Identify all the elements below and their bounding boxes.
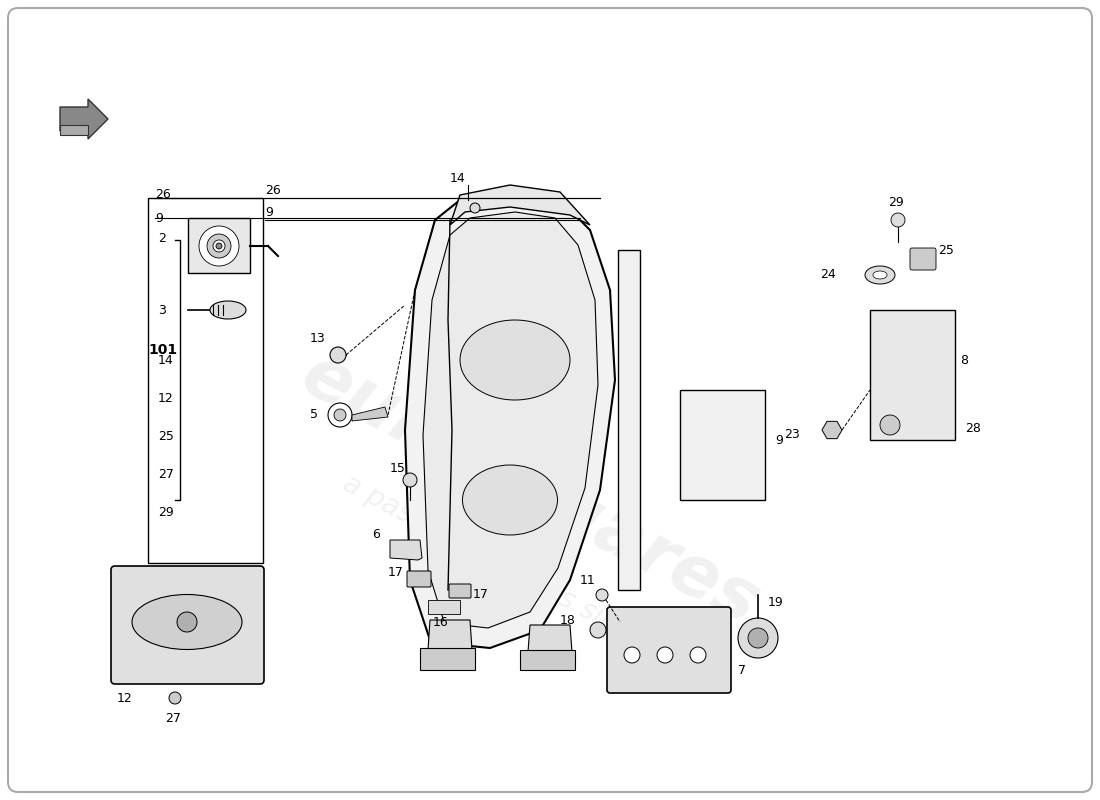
Polygon shape bbox=[390, 540, 422, 560]
Circle shape bbox=[403, 473, 417, 487]
FancyBboxPatch shape bbox=[449, 584, 471, 598]
Polygon shape bbox=[424, 212, 598, 628]
Ellipse shape bbox=[132, 594, 242, 650]
Text: 8: 8 bbox=[960, 354, 968, 366]
Bar bbox=[870, 310, 955, 440]
Text: 14: 14 bbox=[450, 171, 465, 185]
Text: 9: 9 bbox=[776, 434, 783, 446]
Text: a passion for parts since 1985: a passion for parts since 1985 bbox=[338, 469, 722, 691]
Polygon shape bbox=[528, 625, 572, 652]
FancyBboxPatch shape bbox=[910, 248, 936, 270]
FancyBboxPatch shape bbox=[111, 566, 264, 684]
Bar bbox=[520, 650, 575, 670]
Circle shape bbox=[216, 243, 222, 249]
Ellipse shape bbox=[462, 465, 558, 535]
Text: 7: 7 bbox=[738, 663, 746, 677]
Circle shape bbox=[213, 240, 226, 252]
Text: 25: 25 bbox=[158, 430, 174, 442]
Text: 11: 11 bbox=[580, 574, 596, 586]
Ellipse shape bbox=[460, 320, 570, 400]
FancyBboxPatch shape bbox=[407, 571, 431, 587]
Text: 9: 9 bbox=[155, 211, 163, 225]
Text: 14: 14 bbox=[158, 354, 174, 366]
Text: 27: 27 bbox=[165, 711, 180, 725]
Circle shape bbox=[880, 415, 900, 435]
Circle shape bbox=[470, 203, 480, 213]
Text: 17: 17 bbox=[473, 589, 488, 602]
Text: 29: 29 bbox=[158, 506, 174, 518]
Polygon shape bbox=[822, 422, 842, 438]
Text: 26: 26 bbox=[155, 189, 170, 202]
Circle shape bbox=[657, 647, 673, 663]
Polygon shape bbox=[60, 99, 108, 139]
Bar bbox=[420, 648, 475, 670]
Ellipse shape bbox=[873, 271, 887, 279]
Circle shape bbox=[690, 647, 706, 663]
Circle shape bbox=[330, 347, 346, 363]
Circle shape bbox=[207, 234, 231, 258]
Text: eurosquares: eurosquares bbox=[289, 340, 770, 640]
Text: 27: 27 bbox=[158, 467, 174, 481]
Bar bbox=[618, 250, 640, 590]
Circle shape bbox=[328, 403, 352, 427]
Text: 19: 19 bbox=[768, 595, 783, 609]
Text: 6: 6 bbox=[372, 529, 379, 542]
Text: 12: 12 bbox=[117, 691, 133, 705]
Text: 29: 29 bbox=[888, 195, 904, 209]
Bar bbox=[188, 218, 250, 273]
Text: 16: 16 bbox=[433, 615, 449, 629]
Circle shape bbox=[590, 622, 606, 638]
Circle shape bbox=[334, 409, 346, 421]
Bar bbox=[428, 600, 460, 614]
Circle shape bbox=[748, 628, 768, 648]
Text: 17: 17 bbox=[388, 566, 404, 578]
Bar bbox=[148, 198, 263, 563]
Text: 23: 23 bbox=[784, 429, 800, 442]
Circle shape bbox=[624, 647, 640, 663]
Text: 9: 9 bbox=[265, 206, 273, 218]
Circle shape bbox=[596, 589, 608, 601]
Polygon shape bbox=[450, 185, 590, 225]
Bar bbox=[680, 390, 764, 500]
Text: 13: 13 bbox=[310, 331, 326, 345]
Circle shape bbox=[177, 612, 197, 632]
Text: 28: 28 bbox=[965, 422, 981, 434]
Circle shape bbox=[738, 618, 778, 658]
Text: 12: 12 bbox=[158, 391, 174, 405]
Polygon shape bbox=[428, 620, 472, 650]
Polygon shape bbox=[352, 407, 388, 421]
Ellipse shape bbox=[865, 266, 895, 284]
Text: 2: 2 bbox=[158, 231, 166, 245]
Circle shape bbox=[199, 226, 239, 266]
Text: 26: 26 bbox=[265, 183, 280, 197]
FancyBboxPatch shape bbox=[8, 8, 1092, 792]
Circle shape bbox=[891, 213, 905, 227]
Bar bbox=[60, 125, 88, 135]
Text: 25: 25 bbox=[938, 243, 954, 257]
Polygon shape bbox=[405, 193, 615, 648]
FancyBboxPatch shape bbox=[607, 607, 732, 693]
Ellipse shape bbox=[210, 301, 246, 319]
Circle shape bbox=[169, 692, 182, 704]
Text: 18: 18 bbox=[560, 614, 576, 626]
Text: 5: 5 bbox=[310, 409, 318, 422]
Text: 24: 24 bbox=[820, 269, 836, 282]
Text: 101: 101 bbox=[148, 343, 177, 357]
Text: 3: 3 bbox=[158, 303, 166, 317]
Text: 15: 15 bbox=[390, 462, 406, 474]
